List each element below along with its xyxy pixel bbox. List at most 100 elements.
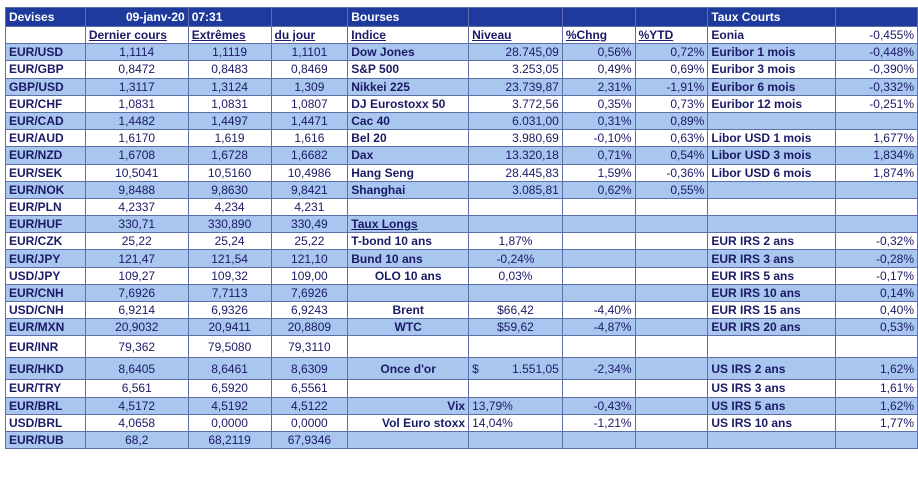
fx-low: 330,49: [270, 215, 349, 234]
rate-name: Euribor 6 mois: [707, 77, 837, 96]
rate-name: Euribor 3 mois: [707, 60, 837, 79]
index-ytd: 0,73%: [634, 94, 709, 113]
fx-low: 79,3110: [270, 335, 349, 359]
index-level: 28.745,09: [468, 43, 563, 62]
table-row: EUR/NZD 1,6708 1,6728 1,6682 Dax 13.320,…: [5, 146, 918, 165]
rate-value: 0,40%: [835, 300, 918, 320]
fx-high: 68,2119: [187, 430, 272, 450]
fx-high: 25,24: [187, 232, 272, 251]
rate-value: 0,14%: [835, 283, 918, 303]
fx-high: 6,9326: [187, 300, 272, 320]
fx-high: 8,6461: [187, 357, 272, 381]
table-row: EUR/SEK 10,5041 10,5160 10,4986 Hang Sen…: [5, 163, 918, 182]
fx-low: 25,22: [270, 232, 349, 251]
fx-low: 4,5122: [270, 396, 349, 415]
gold-value-wrap: $ 1.551,05: [472, 361, 559, 377]
fx-last: 8,6405: [84, 357, 189, 381]
index-name: Hang Seng: [347, 163, 470, 182]
fx-low: 9,8421: [270, 180, 349, 199]
fx-low: 109,00: [270, 266, 349, 285]
rate-name: Euribor 12 mois: [707, 94, 837, 113]
rate-value: -0,32%: [835, 232, 918, 251]
table-row: EUR/HUF 330,71 330,890 330,49 Taux Longs: [5, 215, 918, 234]
fx-last: 109,27: [84, 266, 189, 285]
rate-name: US IRS 5 ans: [707, 396, 837, 415]
fx-low: 121,10: [270, 249, 349, 268]
table-row: EUR/BRL 4,5172 4,5192 4,5122 Vix 13,79% …: [5, 396, 918, 415]
rate-value: 0,53%: [835, 318, 918, 337]
fx-low: 0,8469: [270, 60, 349, 79]
fx-last: 330,71: [84, 215, 189, 234]
index-ytd: 0,55%: [634, 180, 709, 199]
fx-last: 10,5041: [84, 163, 189, 182]
fx-high: 20,9411: [187, 318, 272, 337]
fx-last: 1,6170: [84, 129, 189, 148]
fx-high: 0,0000: [187, 413, 272, 432]
vol-name: Vix: [347, 396, 470, 415]
index-level: 3.253,05: [468, 60, 563, 79]
fx-last: 1,0831: [84, 94, 189, 113]
index-chng: -0,10%: [561, 129, 636, 148]
gold-value-cell: $ 1.551,05: [468, 357, 563, 381]
index-chng: 0,56%: [561, 43, 636, 62]
devises-heading: Devises: [5, 7, 86, 27]
rate-value: -0,390%: [835, 60, 918, 79]
fx-last: 1,3117: [84, 77, 189, 96]
col-dernier-cours: Dernier cours: [84, 25, 189, 45]
fx-pair: EUR/BRL: [5, 396, 86, 415]
table-row: EUR/JPY 121,47 121,54 121,10 Bund 10 ans…: [5, 249, 918, 268]
fx-last: 1,6708: [84, 146, 189, 165]
fx-last: 4,5172: [84, 396, 189, 415]
gold-name: Once d'or: [347, 357, 470, 381]
fx-high: 1,619: [187, 129, 272, 148]
vol-value: 13,79%: [468, 396, 563, 415]
rate-value: -0,17%: [835, 266, 918, 285]
table-row: GBP/USD 1,3117 1,3124 1,309 Nikkei 225 2…: [5, 77, 918, 96]
commodity-value: $59,62: [468, 318, 563, 337]
fx-low: 10,4986: [270, 163, 349, 182]
index-ytd: 0,69%: [634, 60, 709, 79]
fx-last: 68,2: [84, 430, 189, 450]
fx-last: 6,9214: [84, 300, 189, 320]
index-ytd: 0,89%: [634, 111, 709, 131]
rate-value: -0,251%: [835, 94, 918, 113]
index-ytd: -1,91%: [634, 77, 709, 96]
table-row: EUR/CHF 1,0831 1,0831 1,0807 DJ Eurostox…: [5, 94, 918, 113]
fx-last: 0,8472: [84, 60, 189, 79]
commodity-name: WTC: [347, 318, 470, 337]
rate-value: 1,834%: [835, 146, 918, 165]
fx-last: 79,362: [84, 335, 189, 359]
table-row: USD/CNH 6,9214 6,9326 6,9243 Brent $66,4…: [5, 300, 918, 320]
fx-high: 1,6728: [187, 146, 272, 165]
fx-pair: USD/JPY: [5, 266, 86, 285]
index-level: 3.772,56: [468, 94, 563, 113]
fx-low: 20,8809: [270, 318, 349, 337]
fx-last: 7,6926: [84, 283, 189, 303]
index-ytd: -0,36%: [634, 163, 709, 182]
fx-high: 1,0831: [187, 94, 272, 113]
bond-name: OLO 10 ans: [347, 266, 470, 285]
fx-last: 1,1114: [84, 43, 189, 62]
gold-chng: -2,34%: [561, 357, 636, 381]
report-date: 09-janv-20: [84, 7, 189, 27]
eonia-value: -0,455%: [835, 25, 918, 45]
index-chng: 0,49%: [561, 60, 636, 79]
index-ytd: 0,63%: [634, 129, 709, 148]
fx-last: 4,2337: [84, 197, 189, 217]
fx-low: 1,1101: [270, 43, 349, 62]
commodity-name: Brent: [347, 300, 470, 320]
fx-high: 9,8630: [187, 180, 272, 199]
index-chng: 0,71%: [561, 146, 636, 165]
gold-value: 1.551,05: [512, 361, 559, 376]
rate-name: EUR IRS 3 ans: [707, 249, 837, 268]
bond-value: -0,24%: [468, 249, 563, 268]
rate-value: 1,77%: [835, 413, 918, 432]
fx-pair: EUR/NZD: [5, 146, 86, 165]
fx-low: 1,616: [270, 129, 349, 148]
rate-name: Libor USD 3 mois: [707, 146, 837, 165]
table-row: USD/BRL 4,0658 0,0000 0,0000 Vol Euro st…: [5, 413, 918, 432]
fx-pair: EUR/MXN: [5, 318, 86, 337]
fx-high: 79,5080: [187, 335, 272, 359]
fx-low: 7,6926: [270, 283, 349, 303]
table-row: USD/JPY 109,27 109,32 109,00 OLO 10 ans …: [5, 266, 918, 285]
